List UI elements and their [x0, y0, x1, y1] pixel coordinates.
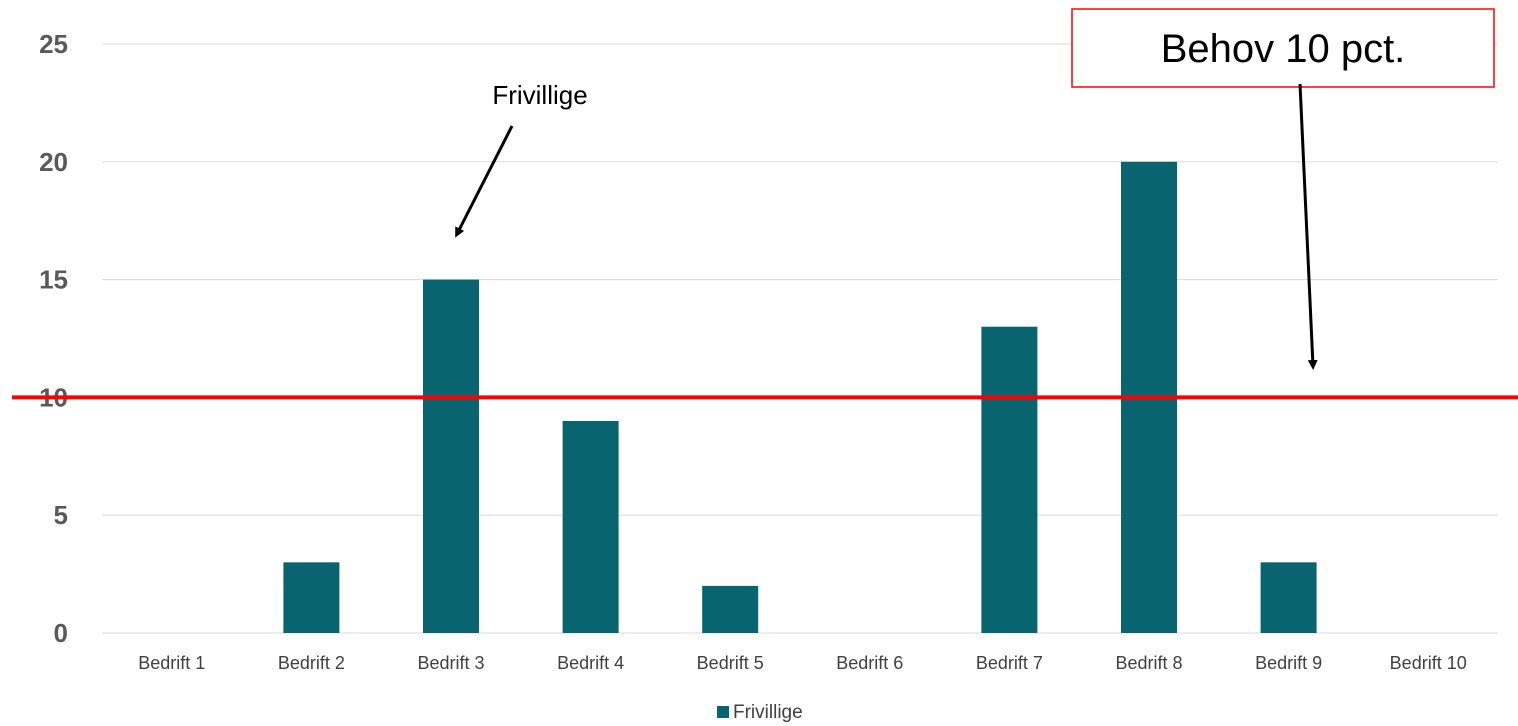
x-tick-label: Bedrift 1 — [138, 653, 205, 673]
x-tick-label: Bedrift 5 — [697, 653, 764, 673]
y-tick-label: 0 — [54, 618, 68, 648]
bar — [283, 562, 340, 633]
legend-swatch — [717, 706, 729, 718]
legend-label: Frivillige — [733, 702, 803, 723]
gridlines — [102, 43, 1498, 634]
bar — [423, 279, 479, 633]
x-tick-label: Bedrift 3 — [417, 653, 484, 673]
annotation-frivillige-arrow — [455, 125, 514, 238]
y-tick-label: 15 — [39, 265, 68, 295]
callout-arrow — [1298, 83, 1318, 370]
annotation-frivillige-label: Frivillige — [492, 80, 587, 110]
legend: Frivillige — [717, 702, 803, 723]
bar — [1260, 562, 1317, 633]
x-tick-label: Bedrift 2 — [278, 653, 345, 673]
y-tick-label: 25 — [39, 29, 68, 59]
y-tick-label: 20 — [39, 147, 68, 177]
bar — [702, 585, 759, 633]
callout-box — [1071, 8, 1495, 88]
x-tick-label: Bedrift 8 — [1115, 653, 1182, 673]
x-tick-label: Bedrift 7 — [976, 653, 1043, 673]
bar — [981, 326, 1038, 633]
annotations: Frivillige Behov 10 pct. — [455, 8, 1495, 370]
x-axis-ticks: Bedrift 1 Bedrift 2 Bedrift 3 Bedrift 4 Bedr… — [138, 653, 1466, 673]
y-tick-label: 5 — [54, 500, 68, 530]
x-tick-label: Bedrift 10 — [1390, 653, 1467, 673]
x-tick-label: Bedrift 6 — [836, 653, 903, 673]
callout-behov-label: Behov 10 pct. — [1161, 27, 1406, 71]
x-tick-label: Bedrift 9 — [1255, 653, 1322, 673]
bar — [562, 420, 619, 633]
x-tick-label: Bedrift 4 — [557, 653, 624, 673]
